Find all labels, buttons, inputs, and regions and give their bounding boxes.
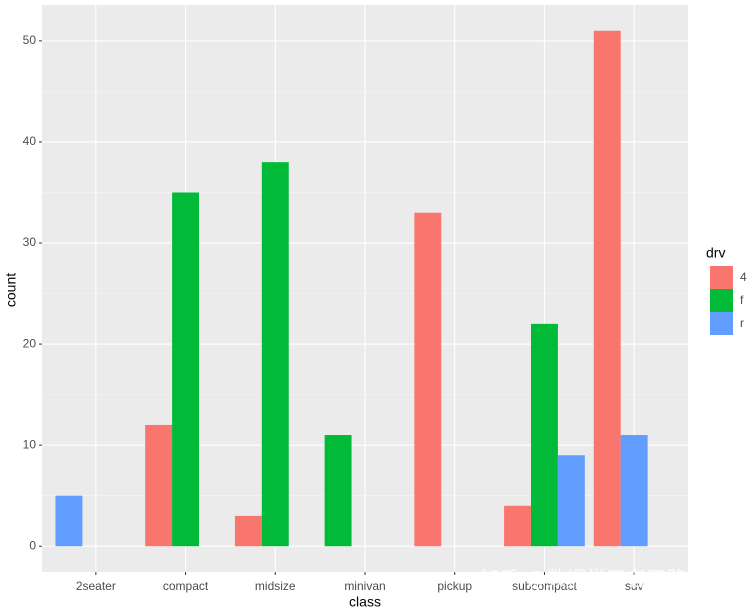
bar [324, 435, 352, 547]
legend-title: drv [706, 245, 725, 261]
bar [620, 435, 648, 547]
y-tick-label: 20 [23, 336, 37, 350]
bar [261, 162, 289, 547]
legend-label: r [740, 316, 744, 330]
y-axis-label: count [3, 273, 19, 307]
bar [234, 515, 262, 547]
y-tick-label: 0 [29, 538, 36, 552]
x-tick-label: midsize [255, 579, 296, 593]
y-tick-label: 40 [23, 134, 37, 148]
x-tick-label: pickup [437, 579, 472, 593]
watermark: 知乎 @数据学习者王路情 [480, 567, 706, 591]
bar [593, 30, 621, 547]
legend-label: f [740, 293, 744, 307]
legend-key [710, 289, 733, 312]
x-tick-label: 2seater [76, 579, 116, 593]
bar [145, 424, 173, 547]
bar [172, 192, 200, 547]
bar [55, 495, 83, 547]
legend-label: 4 [740, 270, 747, 284]
bar [414, 212, 442, 547]
legend-key [710, 312, 733, 335]
x-tick-label: compact [163, 579, 209, 593]
x-tick-label: suv [625, 579, 644, 593]
bar [530, 323, 558, 547]
x-tick-label: minivan [344, 579, 385, 593]
y-tick-label: 50 [23, 33, 37, 47]
legend-key [710, 266, 733, 289]
x-tick-label: subcompact [512, 579, 577, 593]
x-axis-label: class [349, 594, 381, 610]
y-tick-label: 10 [23, 437, 37, 451]
bar [504, 505, 531, 547]
y-tick-label: 30 [23, 235, 37, 249]
bar [557, 455, 585, 547]
